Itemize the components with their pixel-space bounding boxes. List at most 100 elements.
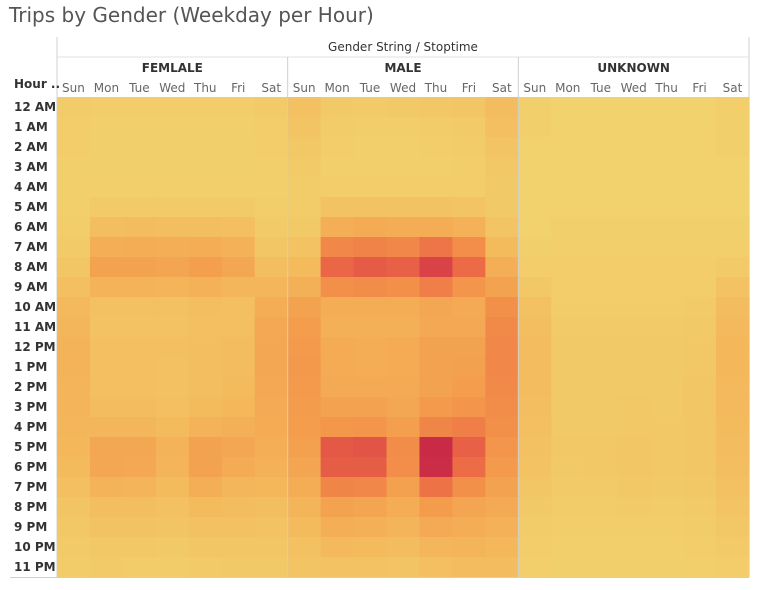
heatmap-cell — [122, 117, 157, 138]
heatmap-cell — [452, 477, 486, 498]
heatmap-cell — [518, 217, 552, 238]
hour-label: 10 PM — [14, 540, 56, 554]
heatmap-cell — [584, 217, 618, 238]
day-label-femlale-sat: Sat — [261, 81, 281, 95]
heatmap-cell — [122, 257, 157, 278]
heatmap-cell — [617, 157, 651, 178]
heatmap-cell — [89, 437, 124, 458]
heatmap-cell — [353, 317, 388, 338]
heatmap-cell — [320, 297, 355, 318]
day-label-femlale-fri: Fri — [231, 81, 245, 95]
heatmap-cell — [89, 217, 124, 238]
heatmap-cell — [551, 277, 585, 298]
heatmap-cell — [683, 557, 717, 578]
heatmap-cell — [320, 237, 355, 258]
heatmap-cell — [419, 97, 454, 118]
heatmap-cell — [254, 377, 289, 398]
heatmap-cell — [57, 277, 91, 298]
heatmap-cell — [122, 217, 157, 238]
heatmap-cell — [287, 377, 322, 398]
heatmap-cell — [122, 197, 157, 218]
heatmap-cell — [320, 417, 355, 438]
heatmap-cell — [221, 497, 256, 518]
heatmap-cell — [584, 497, 618, 518]
heatmap-cell — [254, 537, 289, 558]
heatmap-cell — [551, 237, 585, 258]
heatmap-cell — [485, 397, 519, 418]
heatmap-cell — [716, 497, 750, 518]
heatmap-cell — [518, 437, 552, 458]
heatmap-cell — [155, 437, 190, 458]
heatmap-cell — [89, 157, 124, 178]
heatmap-cell — [254, 357, 289, 378]
heatmap-cell — [584, 177, 618, 198]
heatmap-cell — [188, 477, 223, 498]
heatmap-cell — [57, 157, 91, 178]
heatmap-cell — [89, 377, 124, 398]
heatmap-cell — [551, 157, 585, 178]
heatmap-cell — [419, 297, 454, 318]
heatmap-cell — [287, 357, 322, 378]
day-label-unknown-sat: Sat — [723, 81, 743, 95]
heatmap-cell — [89, 397, 124, 418]
heatmap-cell — [320, 517, 355, 538]
heatmap-cell — [188, 497, 223, 518]
heatmap-cell — [485, 97, 519, 118]
heatmap-cell — [452, 157, 486, 178]
heatmap-cell — [650, 557, 684, 578]
heatmap-cell — [188, 317, 223, 338]
heatmap-cell — [452, 277, 486, 298]
heatmap-cell — [188, 337, 223, 358]
heatmap-cell — [221, 317, 256, 338]
heatmap-cell — [419, 377, 454, 398]
group-label-unknown: UNKNOWN — [597, 61, 670, 75]
group-label-male: MALE — [384, 61, 421, 75]
heatmap-cell — [386, 397, 421, 418]
day-label-unknown-sun: Sun — [523, 81, 546, 95]
heatmap-cell — [419, 237, 454, 258]
heatmap-cell — [254, 337, 289, 358]
heatmap-cell — [188, 537, 223, 558]
heatmap-cell — [254, 237, 289, 258]
heatmap-cell — [287, 157, 322, 178]
heatmap-cell — [254, 437, 289, 458]
heatmap-cell — [57, 537, 91, 558]
heatmap-cell — [155, 217, 190, 238]
heatmap-cell — [716, 277, 750, 298]
heatmap-cell — [89, 417, 124, 438]
heatmap-cell — [419, 337, 454, 358]
heatmap-cell — [155, 197, 190, 218]
heatmap-cell — [188, 217, 223, 238]
heatmap-cell — [254, 457, 289, 478]
heatmap-cell — [320, 117, 355, 138]
heatmap-cell — [122, 377, 157, 398]
heatmap-cell — [419, 477, 454, 498]
heatmap-cell — [221, 477, 256, 498]
heatmap-cell — [716, 177, 750, 198]
heatmap-cell — [683, 437, 717, 458]
heatmap-cell — [320, 277, 355, 298]
heatmap-cell — [485, 457, 519, 478]
heatmap-cell — [188, 117, 223, 138]
heatmap-cell — [155, 117, 190, 138]
heatmap-cell — [353, 157, 388, 178]
heatmap-cell — [551, 197, 585, 218]
heatmap-cell — [419, 317, 454, 338]
heatmap-cell — [155, 397, 190, 418]
heatmap-cell — [386, 457, 421, 478]
heatmap-cell — [584, 277, 618, 298]
heatmap-cell — [89, 237, 124, 258]
heatmap-cell — [287, 117, 322, 138]
heatmap-cell — [485, 517, 519, 538]
heatmap-cell — [320, 317, 355, 338]
heatmap-cell — [287, 517, 322, 538]
heatmap-cell — [254, 137, 289, 158]
day-label-unknown-tue: Tue — [589, 81, 611, 95]
heatmap-cell — [518, 117, 552, 138]
heatmap-cell — [254, 117, 289, 138]
heatmap-cell — [716, 137, 750, 158]
heatmap-cell — [419, 197, 454, 218]
heatmap-cell — [716, 97, 750, 118]
heatmap-cell — [57, 357, 91, 378]
hour-label: 6 PM — [14, 460, 47, 474]
